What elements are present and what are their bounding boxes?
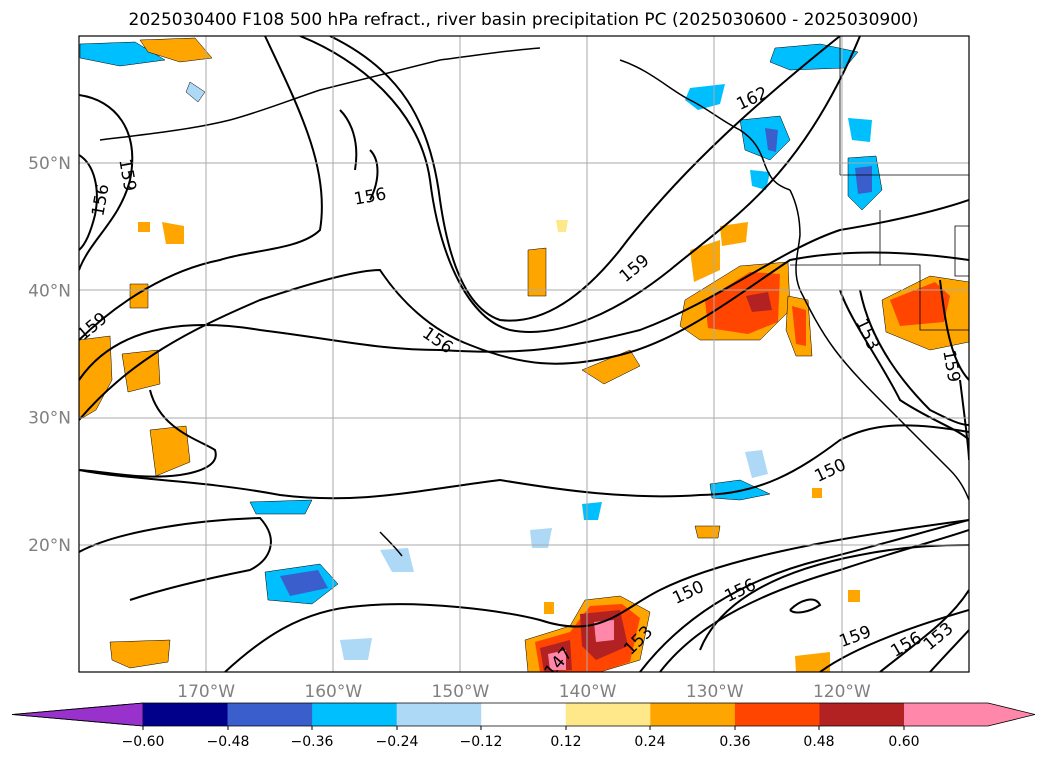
longitude-label: 120°W (813, 682, 871, 702)
longitude-label: 150°W (432, 682, 490, 702)
borders (790, 36, 969, 331)
longitude-labels: 170°W 160°W 150°W 140°W 130°W 120°W (177, 682, 871, 702)
latitude-label: 20°N (28, 536, 71, 556)
colorbar-extend-high (904, 703, 1035, 726)
longitude-label: 130°W (686, 682, 744, 702)
colorbar: −0.60 −0.48 −0.36 −0.24 −0.12 0.12 0.24 0.36 0.4… (11, 702, 1036, 750)
longitude-label: 140°W (559, 682, 617, 702)
colorbar-segment (650, 703, 736, 726)
colorbar-segment (143, 703, 229, 726)
longitude-label: 170°W (177, 682, 235, 702)
latitude-labels: 50°N 40°N 30°N 20°N (28, 154, 71, 556)
colorbar-extend-low (11, 702, 144, 727)
map-frame (78, 35, 970, 673)
colorbar-tick-label: −0.24 (376, 734, 419, 750)
latitude-label: 50°N (28, 154, 71, 174)
latitude-label: 30°N (28, 409, 71, 429)
coastlines (99, 47, 969, 557)
height-contours (79, 36, 969, 672)
colorbar-tick-label: 0.12 (550, 734, 581, 750)
colorbar-tick-label: −0.12 (460, 734, 503, 750)
colorbar-tick-label: 0.60 (888, 734, 919, 750)
colorbar-tick-label: −0.48 (207, 734, 250, 750)
map-area (79, 36, 969, 672)
colorbar-segment (396, 703, 482, 726)
colorbar-segment (819, 703, 905, 726)
colorbar-segment (734, 703, 820, 726)
colorbar-tick-label: 0.48 (803, 734, 834, 750)
colorbar-tick-label: 0.36 (719, 734, 750, 750)
latitude-label: 40°N (28, 281, 71, 301)
colorbar-tick-label: 0.24 (634, 734, 665, 750)
colorbar-segment (312, 703, 398, 726)
graticule (79, 36, 969, 672)
colorbar-segment (481, 703, 567, 726)
longitude-label: 160°W (304, 682, 362, 702)
colorbar-tick-label: −0.60 (122, 734, 165, 750)
colorbar-segment (227, 703, 313, 726)
colorbar-tick-label: −0.36 (291, 734, 334, 750)
map-title: 2025030400 F108 500 hPa refract., river … (128, 10, 919, 30)
colorbar-segment (565, 703, 651, 726)
